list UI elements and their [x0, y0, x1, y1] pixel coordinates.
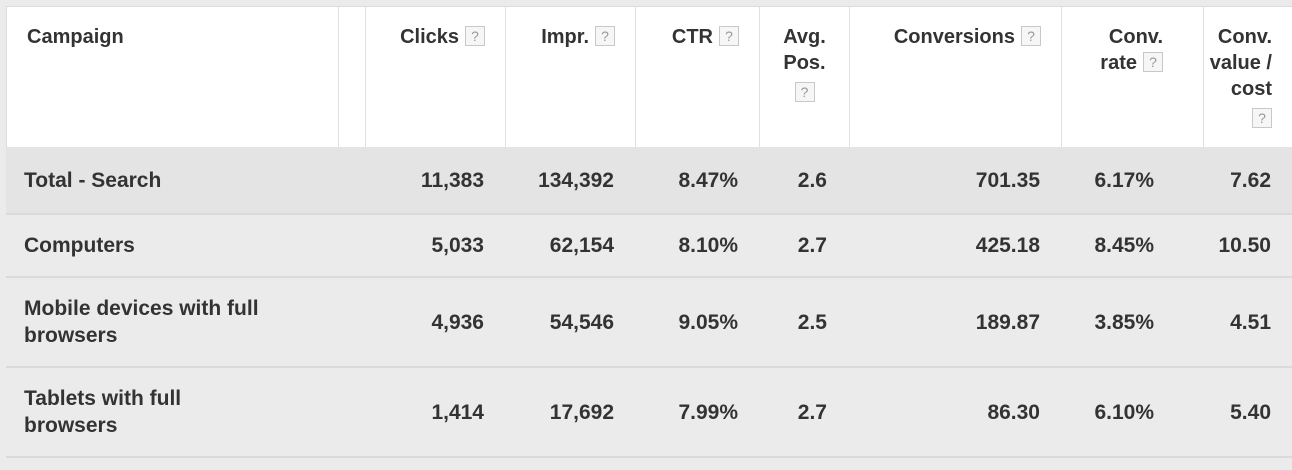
column-header-ctr[interactable]: CTR? [635, 7, 759, 148]
column-header-campaign[interactable]: Campaign [6, 7, 338, 148]
campaign-name: Tablets with full browsers [24, 385, 181, 439]
campaign-name: Mobile devices with full browsers [24, 295, 259, 349]
table-header: Campaign Clicks? Impr.? CTR? Avg. Pos. ?… [6, 6, 1292, 148]
cell-impr: 54,546 [549, 310, 614, 334]
cell-avg-pos: 2.6 [797, 168, 827, 192]
cell-avg-pos: 2.7 [797, 234, 827, 257]
cell-campaign[interactable]: Computers [24, 215, 344, 276]
column-header-conv-value-cost[interactable]: Conv. value / cost ? [1203, 7, 1292, 148]
cell-conversions: 425.18 [975, 234, 1040, 257]
cell-clicks: 5,033 [431, 234, 484, 257]
cell-ctr: 8.10% [678, 234, 738, 257]
cell-clicks: 11,383 [420, 168, 484, 192]
cell-campaign[interactable]: Tablets with full browsers [24, 368, 344, 456]
help-icon[interactable]: ? [719, 25, 739, 46]
column-label-conv-value-line3: cost [1230, 78, 1272, 100]
column-label-avg-pos-line1: Avg. [783, 26, 826, 48]
cell-ctr: 8.47% [678, 168, 738, 192]
campaign-name: Total - Search [24, 168, 162, 192]
column-header-avg-pos[interactable]: Avg. Pos. ? [759, 7, 849, 148]
help-icon[interactable]: ? [1252, 107, 1272, 128]
column-header-conv-rate[interactable]: Conv. rate? [1061, 7, 1203, 148]
help-icon[interactable]: ? [794, 81, 815, 102]
column-label-conv-value-line2: value / [1209, 52, 1272, 74]
table-row-tablets: Tablets with full browsers 1,414 17,692 7… [6, 368, 1292, 458]
column-label-conv-rate-line2: rate [1100, 52, 1137, 74]
column-label-impr: Impr. [541, 26, 589, 48]
cell-conv-rate: 6.17% [1094, 168, 1154, 192]
column-label-avg-pos-line2: Pos. [783, 52, 826, 74]
cell-campaign[interactable]: Mobile devices with full browsers [24, 278, 344, 366]
campaign-stats-table: Campaign Clicks? Impr.? CTR? Avg. Pos. ?… [6, 6, 1292, 470]
cell-ctr: 9.05% [678, 310, 738, 334]
cell-conversions: 86.30 [987, 400, 1040, 424]
column-label-conv-rate-line1: Conv. [1108, 26, 1163, 48]
campaign-name: Computers [24, 234, 135, 257]
column-header-conversions[interactable]: Conversions? [849, 7, 1061, 148]
cell-ctr: 7.99% [678, 400, 738, 424]
cell-clicks: 4,936 [431, 310, 484, 334]
cell-conv-rate: 3.85% [1094, 310, 1154, 334]
campaign-name-line2: browsers [24, 414, 118, 437]
column-label-conv-value-line1: Conv. [1217, 26, 1272, 48]
cell-avg-pos: 2.5 [797, 310, 827, 334]
cell-conv-rate: 6.10% [1094, 400, 1154, 424]
cell-conv-value-cost: 4.51 [1230, 310, 1271, 334]
help-icon[interactable]: ? [595, 25, 615, 46]
help-icon[interactable]: ? [1143, 51, 1163, 72]
cell-conversions: 701.35 [975, 168, 1040, 192]
help-icon[interactable]: ? [465, 25, 485, 46]
table-row-mobile-devices: Mobile devices with full browsers 4,936 5… [6, 278, 1292, 368]
column-label-campaign: Campaign [27, 26, 124, 48]
cell-conv-value-cost: 5.40 [1230, 400, 1271, 424]
column-label-ctr: CTR [671, 26, 713, 48]
table-row-computers: Computers 5,033 62,154 8.10% 2.7 425.18 … [6, 215, 1292, 278]
cell-impr: 134,392 [538, 168, 614, 192]
cell-clicks: 1,414 [431, 400, 484, 424]
cell-impr: 17,692 [549, 400, 614, 424]
cell-conv-value-cost: 10.50 [1218, 234, 1271, 257]
cell-conversions: 189.87 [975, 310, 1040, 334]
campaign-name-line1: Tablets with full [24, 387, 182, 410]
cell-campaign[interactable]: Total - Search [24, 147, 344, 213]
column-header-impr[interactable]: Impr.? [505, 7, 635, 148]
cell-conv-value-cost: 7.62 [1230, 168, 1271, 192]
column-label-clicks: Clicks [400, 26, 459, 48]
column-header-clicks[interactable]: Clicks? [365, 7, 505, 148]
campaign-name-line1: Mobile devices with full [24, 297, 259, 320]
table-row-total-search: Total - Search 11,383 134,392 8.47% 2.6 … [6, 147, 1292, 215]
column-header-spacer [338, 7, 365, 148]
campaign-name-line2: browsers [24, 324, 118, 347]
help-icon[interactable]: ? [1021, 25, 1041, 46]
cell-avg-pos: 2.7 [797, 400, 827, 424]
cell-conv-rate: 8.45% [1094, 234, 1154, 257]
cell-impr: 62,154 [549, 234, 614, 257]
column-label-conversions: Conversions [893, 26, 1015, 48]
